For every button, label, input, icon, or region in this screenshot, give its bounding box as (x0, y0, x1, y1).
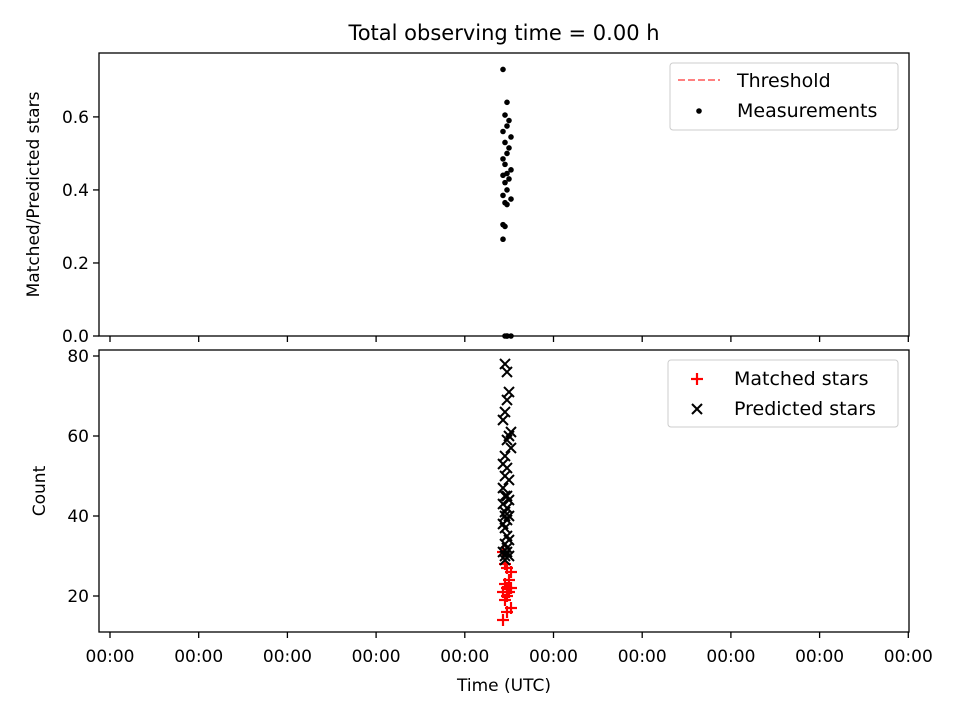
matched-star-point (499, 594, 511, 606)
predicted-star-point (499, 522, 511, 534)
x-tick-label: 00:00 (352, 647, 401, 667)
bottom-ytick-label: 60 (67, 427, 89, 447)
x-tick-label: 00:00 (440, 647, 489, 667)
top-panel-ylabel: Matched/Predicted stars (24, 91, 44, 297)
bottom-legend-matched-label: Matched stars (734, 368, 868, 390)
predicted-star-point (503, 474, 515, 486)
top-ytick-label: 0.4 (62, 181, 89, 201)
bottom-panel-legend: Matched stars Predicted stars (667, 359, 899, 428)
bottom-panel-x-ticks: 00:00 00:00 00:00 00:00 00:00 00:00 00:00 00:00… (86, 632, 933, 667)
bottom-ytick-label: 80 (67, 347, 89, 367)
measurement-point (502, 112, 508, 118)
x-axis-label: Time (UTC) (456, 676, 551, 696)
measurement-point (500, 172, 506, 179)
top-legend-measurements-swatch (696, 108, 702, 114)
measurement-point (502, 161, 508, 168)
top-panel-frame (98, 52, 910, 337)
bottom-legend-predicted-swatch (691, 403, 703, 415)
predicted-star-point (501, 434, 513, 446)
top-legend-threshold-label: Threshold (736, 70, 831, 92)
top-ytick-label: 0.6 (62, 108, 89, 128)
top-legend-measurements-label: Measurements (737, 100, 877, 122)
predicted-star-point (505, 442, 517, 454)
top-ytick-label: 0.2 (62, 254, 89, 274)
x-tick-label: 00:00 (174, 647, 223, 667)
measurement-point (502, 179, 508, 186)
measurement-point (504, 99, 510, 106)
measurement-point (508, 134, 514, 140)
x-tick-label: 00:00 (86, 647, 135, 667)
matched-star-point (501, 606, 513, 618)
bottom-panel-y-ticks: 20 40 60 80 (67, 347, 99, 607)
bottom-panel-ylabel: Count (30, 465, 50, 516)
measurement-point (506, 145, 512, 151)
measurement-point (508, 196, 514, 202)
measurement-point (502, 139, 508, 146)
x-tick-label: 00:00 (263, 647, 312, 667)
bottom-ytick-label: 40 (67, 507, 89, 527)
bottom-legend-frame (667, 359, 899, 428)
measurement-point (500, 192, 506, 199)
top-panel-legend: Threshold Measurements (669, 62, 899, 131)
measurement-point (504, 150, 510, 157)
measurement-point (504, 123, 510, 129)
bottom-legend-predicted-label: Predicted stars (734, 398, 876, 420)
x-tick-label: 00:00 (618, 647, 667, 667)
top-panel-y-ticks: 0.0 0.2 0.4 0.6 (62, 108, 99, 347)
chart-title: Total observing time = 0.00 h (347, 21, 659, 45)
matched-star-point (505, 566, 517, 578)
predicted-star-point (501, 366, 513, 378)
top-panel-marks (500, 66, 514, 339)
measurement-point (500, 128, 506, 135)
predicted-star-point (501, 394, 513, 406)
measurement-point (504, 201, 510, 208)
bottom-ytick-label: 20 (67, 587, 89, 607)
measurement-point (506, 117, 512, 124)
predicted-star-point (499, 554, 511, 566)
top-panel-x-ticks (109, 336, 909, 342)
predicted-star-point (497, 414, 509, 426)
measurement-point (500, 156, 506, 162)
measurement-point (500, 236, 506, 243)
x-tick-label: 00:00 (529, 647, 578, 667)
top-legend-frame (669, 62, 899, 131)
measurement-point (504, 187, 510, 193)
measurement-point (500, 66, 506, 73)
bottom-panel-frame (98, 349, 910, 633)
measurement-point (506, 176, 512, 182)
matched-star-point (497, 614, 509, 626)
measurement-point (502, 223, 508, 230)
x-tick-label: 00:00 (795, 647, 844, 667)
bottom-legend-matched-swatch (691, 373, 703, 385)
measurement-point (508, 167, 514, 173)
bottom-panel-marks (497, 358, 517, 626)
top-panel: 0.0 0.2 0.4 0.6 Matched/Predicted stars Thr… (24, 52, 910, 347)
x-tick-label: 00:00 (706, 647, 755, 667)
top-ytick-label: 0.0 (62, 327, 89, 347)
x-tick-label: 00:00 (884, 647, 933, 667)
